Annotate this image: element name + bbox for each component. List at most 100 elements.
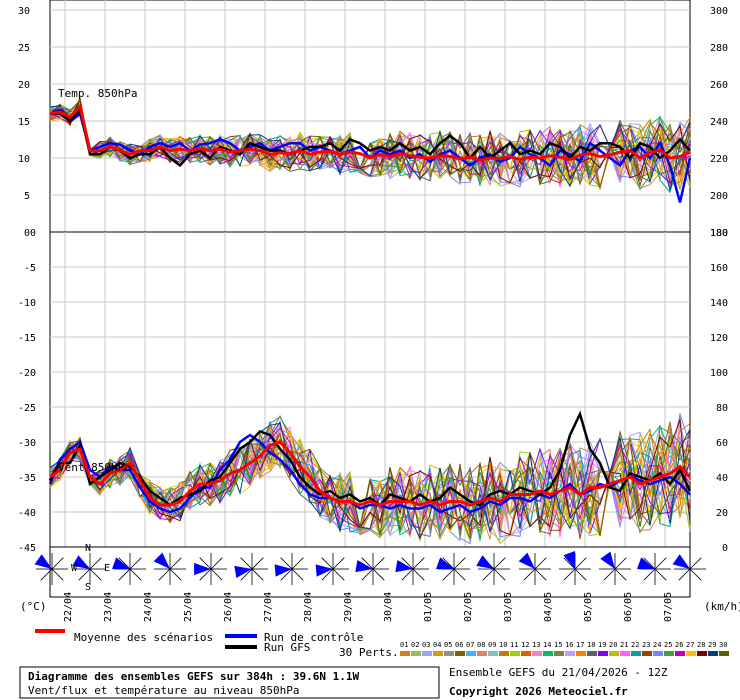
x-date-label: 04/05 bbox=[543, 592, 554, 622]
x-date-label: 28/04 bbox=[303, 592, 314, 622]
pert-color-swatch bbox=[664, 651, 674, 656]
x-date-label: 25/04 bbox=[183, 592, 194, 622]
pert-color-swatch bbox=[719, 651, 729, 656]
pert-color-swatch bbox=[510, 651, 520, 656]
wind-y-tick-right: 140 bbox=[710, 298, 728, 309]
wind-direction-wedge bbox=[355, 559, 373, 573]
wind-direction-wedge bbox=[274, 564, 292, 577]
temp-y-tick-left: 15 bbox=[18, 117, 30, 128]
wind-y-tick-left: -30 bbox=[18, 438, 36, 449]
pert-color-swatch bbox=[631, 651, 641, 656]
temp-y-tick-right: 200 bbox=[710, 191, 728, 202]
temp-y-tick-right: 280 bbox=[710, 43, 728, 54]
x-date-label: 05/05 bbox=[583, 592, 594, 622]
pert-number-label: 23 bbox=[642, 641, 650, 649]
wind-y-tick-right: 60 bbox=[716, 438, 728, 449]
temp-y-tick-right: 240 bbox=[710, 117, 728, 128]
wind-rose bbox=[637, 553, 671, 585]
pert-color-swatch bbox=[565, 651, 575, 656]
wind-direction-wedge bbox=[637, 557, 655, 570]
wind-rose bbox=[518, 552, 551, 585]
pert-number-label: 28 bbox=[697, 641, 705, 649]
pert-color-swatch bbox=[477, 651, 487, 656]
pert-number-label: 29 bbox=[708, 641, 716, 649]
pert-color-swatch bbox=[466, 651, 476, 656]
footer-subtitle: Vent/flux et température au niveau 850hP… bbox=[28, 684, 300, 697]
temp-y-tick-left: 25 bbox=[18, 43, 30, 54]
wind-y-tick-left: -15 bbox=[18, 333, 36, 344]
pert-color-swatch bbox=[708, 651, 718, 656]
wind-y-tick-left: -25 bbox=[18, 403, 36, 414]
wind-rose bbox=[395, 553, 429, 585]
wind-rose bbox=[315, 553, 349, 585]
wind-rose bbox=[112, 553, 146, 585]
wind-y-tick-right: 120 bbox=[710, 333, 728, 344]
x-date-label: 01/05 bbox=[423, 592, 434, 622]
pert-color-swatch bbox=[686, 651, 696, 656]
compass-north-label: N bbox=[85, 543, 91, 554]
wind-y-tick-left: -5 bbox=[24, 263, 36, 274]
pert-color-swatch bbox=[697, 651, 707, 656]
wind-direction-wedge bbox=[112, 557, 130, 570]
pert-color-swatch bbox=[411, 651, 421, 656]
temp-y-tick-left: 0 bbox=[24, 228, 30, 239]
pert-number-label: 09 bbox=[488, 641, 496, 649]
temp-y-tick-left: 10 bbox=[18, 154, 30, 165]
x-date-label: 23/04 bbox=[103, 592, 114, 622]
pert-number-label: 21 bbox=[620, 641, 628, 649]
pert-number-label: 04 bbox=[433, 641, 441, 649]
wind-rose bbox=[599, 551, 631, 585]
wind-y-tick-left: -35 bbox=[18, 473, 36, 484]
footer: Diagramme des ensembles GEFS sur 384h : … bbox=[19, 666, 668, 699]
legend: Moyenne des scénarios Run de contrôle Ru… bbox=[35, 629, 729, 659]
pert-color-swatch bbox=[433, 651, 443, 656]
wind-direction-wedge bbox=[436, 557, 454, 570]
x-axis: 22/04 23/04 24/04 25/04 26/04 27/04 28/04 29/04… bbox=[20, 592, 740, 622]
wind-perturbation-line bbox=[49, 422, 691, 540]
wind-y-tick-right: 80 bbox=[716, 403, 728, 414]
pert-number-label: 19 bbox=[598, 641, 606, 649]
x-date-label: 07/05 bbox=[663, 592, 674, 622]
pert-number-label: 08 bbox=[477, 641, 485, 649]
wind-y-tick-left: -40 bbox=[18, 508, 36, 519]
pert-number-label: 12 bbox=[521, 641, 529, 649]
wind-rose bbox=[559, 551, 591, 585]
pert-color-swatch bbox=[609, 651, 619, 656]
pert-number-label: 24 bbox=[653, 641, 661, 649]
copyright: Copyright 2026 Meteociel.fr bbox=[449, 685, 628, 698]
wind-y-tick-left: -20 bbox=[18, 368, 36, 379]
x-date-label: 06/05 bbox=[623, 592, 634, 622]
pert-number-label: 15 bbox=[554, 641, 562, 649]
pert-number-label: 05 bbox=[444, 641, 452, 649]
pert-color-swatch bbox=[598, 651, 608, 656]
wind-direction-wedge bbox=[194, 562, 211, 576]
wind-direction-wedge bbox=[518, 552, 535, 569]
temp-series-line bbox=[49, 103, 691, 162]
pert-color-swatch bbox=[444, 651, 454, 656]
x-date-label: 29/04 bbox=[343, 592, 354, 622]
wind-y-tick-right: 160 bbox=[710, 263, 728, 274]
wind-y-tick-left: -45 bbox=[18, 543, 36, 554]
temp-panel-title: Temp. 850hPa bbox=[58, 87, 137, 100]
pert-color-swatch bbox=[499, 651, 509, 656]
pert-number-label: 13 bbox=[532, 641, 540, 649]
wind-rose bbox=[476, 553, 510, 585]
pert-number-label: 16 bbox=[565, 641, 573, 649]
wind-y-tick-right: 0 bbox=[722, 543, 728, 554]
pert-number-label: 06 bbox=[455, 641, 463, 649]
wind-direction-wedge bbox=[234, 565, 252, 579]
wind-direction-wedge bbox=[72, 555, 90, 569]
temp-y-tick-right: 300 bbox=[710, 6, 728, 17]
wind-rose bbox=[153, 552, 186, 585]
wind-panel: 0 -5 -10 -15 -20 -25 -30 -35 -40 -45 180 160 140 120… bbox=[18, 228, 728, 554]
wind-series-line bbox=[49, 440, 692, 507]
legend-gfs-label: Run GFS bbox=[264, 641, 310, 654]
wind-direction-wedge bbox=[395, 559, 413, 573]
x-date-label: 24/04 bbox=[143, 592, 154, 622]
wind-rose bbox=[672, 553, 706, 585]
pert-color-swatch bbox=[554, 651, 564, 656]
temp-y-tick-right: 220 bbox=[710, 154, 728, 165]
compass-west-label: W bbox=[71, 563, 78, 574]
pert-number-label: 18 bbox=[587, 641, 595, 649]
